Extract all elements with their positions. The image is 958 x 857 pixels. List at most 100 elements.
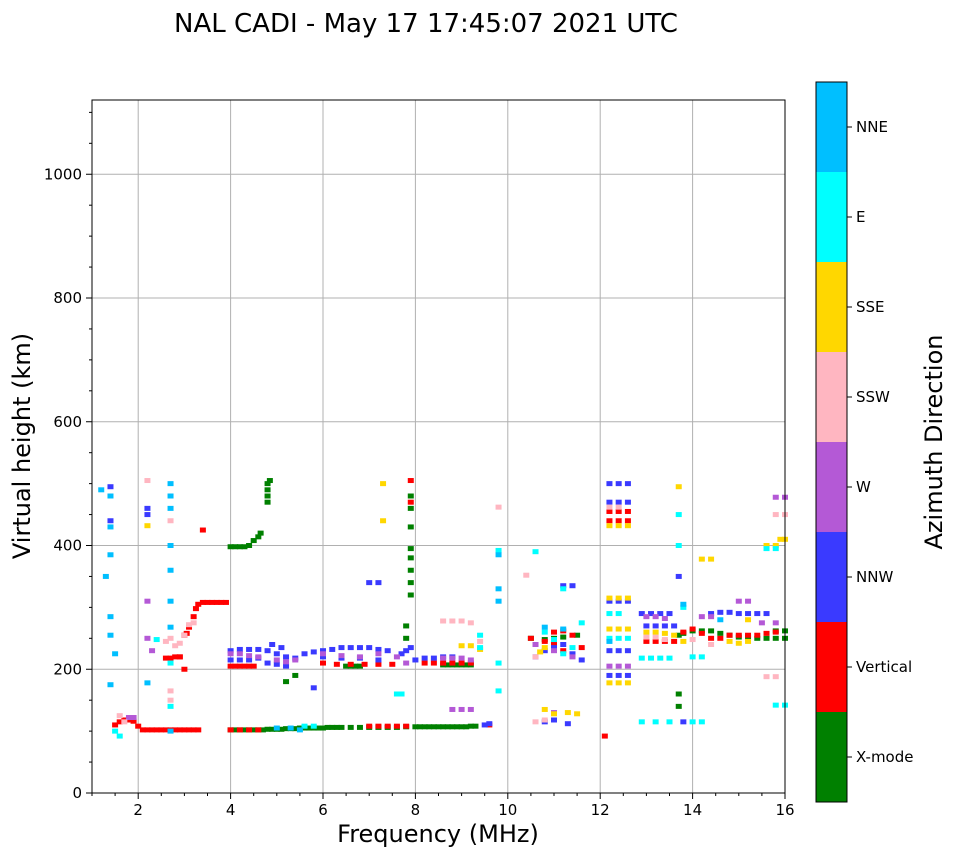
data-point-nnw [551, 717, 557, 723]
data-point-x-mode [315, 725, 322, 731]
data-point-vertical [130, 718, 137, 724]
data-point-vertical [135, 723, 142, 729]
data-point-w [661, 616, 668, 622]
data-point-sse [606, 595, 613, 601]
data-point-sse [772, 543, 779, 548]
data-point-e [624, 635, 631, 641]
colorbar-tick-label: SSW [856, 388, 890, 406]
data-point-w [758, 620, 765, 626]
data-point-nnw [320, 654, 326, 660]
data-point-x-mode [257, 530, 264, 536]
data-point-x-mode [333, 724, 340, 730]
data-point-vertical [551, 642, 557, 647]
data-point-vertical [172, 654, 179, 660]
data-point-vertical [384, 723, 391, 729]
data-point-x-mode [356, 663, 363, 669]
data-point-x-mode [292, 672, 299, 678]
data-point-vertical [213, 599, 220, 605]
data-point-vertical [333, 661, 340, 667]
data-point-vertical [624, 518, 631, 524]
data-point-nne [167, 624, 174, 630]
data-point-nnw [320, 648, 326, 654]
data-point-ssw [162, 638, 169, 644]
data-point-ssw [167, 697, 174, 703]
data-point-x-mode [269, 726, 276, 732]
data-point-x-mode [306, 725, 313, 731]
x-tick-label: 8 [411, 801, 421, 819]
data-point-w [772, 494, 779, 500]
data-point-nnw [569, 651, 576, 657]
data-point-ssw [186, 622, 193, 628]
data-point-nnw [624, 598, 631, 604]
data-point-vertical [162, 655, 169, 661]
data-point-nnw [412, 657, 419, 663]
data-point-nnw [675, 573, 682, 579]
data-point-nne [717, 617, 724, 623]
data-point-ssw [172, 643, 179, 649]
data-point-vertical [407, 499, 414, 505]
data-point-nnw [144, 505, 151, 511]
data-point-nnw [338, 645, 345, 651]
y-tick-label: 800 [53, 289, 82, 307]
data-point-e [615, 635, 622, 641]
data-point-nnw [615, 598, 622, 604]
data-point-nnw [754, 611, 761, 617]
data-point-nnw [735, 611, 742, 617]
colorbar-segment [816, 172, 847, 262]
colorbar-tick-label: NNW [856, 568, 893, 586]
data-point-nnw [278, 645, 285, 651]
data-point-ssw [167, 635, 174, 641]
data-point-vertical [698, 630, 705, 636]
data-point-x-mode [430, 724, 437, 730]
data-point-e [698, 719, 705, 725]
data-point-nne [495, 598, 502, 604]
data-point-w [236, 651, 243, 657]
data-point-e [652, 719, 659, 725]
data-point-sse [467, 643, 474, 649]
data-point-x-mode [241, 544, 248, 550]
data-point-nnw [648, 611, 655, 617]
data-point-sse [735, 640, 742, 646]
data-point-sse [551, 711, 557, 717]
colorbar-tick-label: E [856, 208, 865, 226]
data-point-ssw [661, 637, 668, 643]
data-point-nnw [403, 648, 410, 654]
data-point-x-mode [347, 724, 354, 730]
data-point-ssw [763, 674, 770, 680]
data-point-e [495, 547, 502, 553]
data-point-vertical [606, 508, 613, 514]
data-point-nnw [481, 722, 488, 728]
data-point-x-mode [338, 724, 345, 730]
data-point-nnw [560, 583, 567, 589]
data-point-vertical [754, 632, 761, 638]
data-point-vertical [430, 660, 437, 666]
data-point-w [403, 660, 410, 666]
data-point-nnw [624, 672, 631, 678]
data-point-x-mode [463, 724, 470, 730]
data-point-nnw [624, 499, 631, 505]
data-point-w [772, 620, 779, 626]
data-point-nne [107, 682, 114, 688]
data-point-sse [537, 649, 544, 655]
data-point-vertical [144, 727, 151, 733]
colorbar-segment [816, 442, 847, 532]
data-point-e [606, 611, 613, 617]
data-point-nnw [375, 646, 382, 652]
data-point-nnw [398, 651, 405, 657]
data-point-vertical [735, 632, 742, 638]
data-point-nne [495, 586, 502, 592]
data-point-nnw [671, 623, 678, 629]
data-point-nnw [255, 646, 262, 652]
data-point-e [167, 660, 174, 666]
data-point-nnw [227, 657, 234, 663]
data-point-e [638, 719, 645, 725]
data-point-vertical [192, 606, 199, 612]
data-point-sse [675, 484, 682, 490]
data-point-e [153, 637, 160, 643]
y-tick-label: 200 [53, 660, 82, 678]
data-point-nnw [407, 645, 414, 651]
data-point-w [246, 653, 253, 659]
data-point-ssw [167, 688, 174, 694]
data-point-vertical [246, 727, 253, 733]
data-point-w [449, 655, 456, 661]
